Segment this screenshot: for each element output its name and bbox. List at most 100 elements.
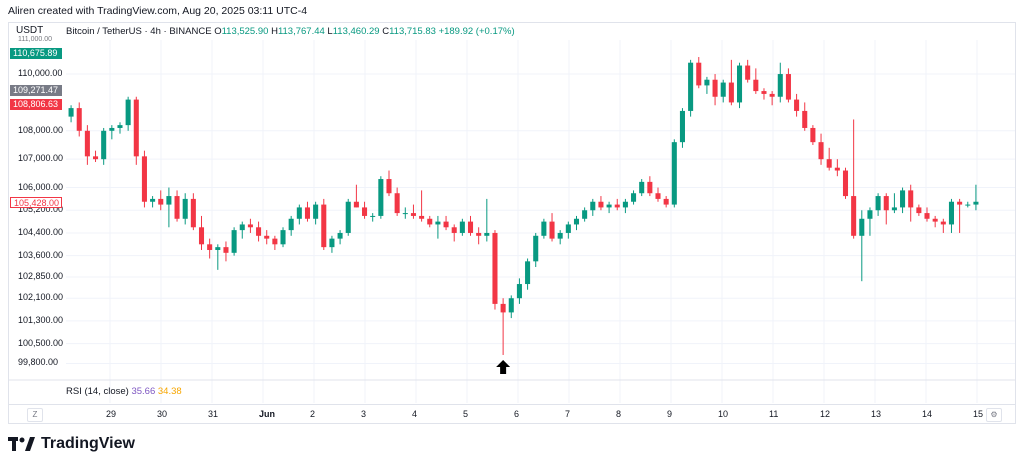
candle-body [655, 193, 661, 199]
candle-body [948, 201, 954, 225]
candle-body [296, 207, 302, 219]
candle-body [76, 108, 82, 131]
time-label: 13 [871, 409, 882, 419]
candle-body [842, 170, 849, 197]
symbol-legend[interactable]: Bitcoin / TetherUS · 4h · BINANCE O113,5… [66, 26, 515, 37]
candle-body [606, 204, 612, 208]
candle-body [353, 201, 359, 208]
candle-body [932, 218, 938, 222]
candles-group [68, 57, 979, 355]
candle-body [834, 167, 840, 171]
candle-body [631, 193, 637, 202]
time-label: 15 [973, 409, 984, 419]
time-label: 5 [463, 409, 469, 419]
candle-body [427, 218, 433, 225]
candle-body [207, 244, 213, 250]
candle-body [329, 238, 335, 248]
candle-body [190, 198, 196, 228]
candle-body [794, 99, 800, 111]
candle-body [321, 204, 327, 248]
candle-body [573, 218, 580, 225]
price-tick: 104,400.00 [18, 226, 64, 237]
candle-body [728, 82, 734, 103]
rsi-label: RSI (14, close) [66, 386, 129, 397]
candle-body [231, 230, 237, 253]
time-label: 3 [361, 409, 367, 419]
candle-body [696, 62, 702, 86]
candle-body [590, 201, 596, 211]
candle-body [582, 210, 588, 219]
price-tick: 110,000.00 [18, 68, 63, 79]
candle-body [304, 207, 311, 219]
candle-body [769, 93, 775, 97]
time-label: 2 [310, 409, 316, 419]
price-tick: 100,500.00 [18, 337, 64, 348]
candle-body [736, 65, 743, 103]
candle-body [239, 224, 245, 231]
candle-body [598, 201, 604, 208]
brand-name: TradingView [41, 435, 135, 452]
time-label: 14 [922, 409, 933, 419]
candle-body [125, 99, 131, 126]
candle-body [557, 232, 563, 239]
candle-body [158, 198, 164, 205]
candle-body [761, 91, 767, 94]
candle-body [84, 130, 90, 157]
candle-body [826, 159, 832, 168]
candle-body [908, 190, 914, 208]
candle-body [712, 79, 718, 97]
candle-body [370, 215, 376, 217]
currency-label: USDT [16, 25, 44, 36]
time-label: 4 [412, 409, 418, 419]
candle-body [141, 156, 147, 202]
settings-icon[interactable]: ⚙ [986, 408, 1002, 422]
tradingview-logo[interactable]: TradingView [8, 435, 135, 453]
candle-body [492, 232, 498, 304]
time-label: 8 [616, 409, 622, 419]
symbol-name[interactable]: Bitcoin / TetherUS · 4h · BINANCE [66, 26, 212, 37]
candle-body [973, 201, 979, 205]
candle-body [362, 207, 368, 216]
time-label: 29 [106, 409, 117, 419]
candle-body [345, 201, 351, 233]
candle-body [272, 238, 278, 245]
candle-body [419, 215, 425, 219]
tradingview-logo-icon [8, 437, 35, 451]
candle-body [704, 79, 710, 86]
close-value: 113,715.83 [389, 26, 436, 37]
rsi-legend[interactable]: RSI (14, close) 35.66 34.38 [66, 386, 182, 397]
low-label: L [327, 26, 333, 37]
candle-body [215, 247, 221, 250]
candle-body [900, 190, 906, 208]
candle-body [533, 235, 539, 262]
time-label: 7 [565, 409, 571, 419]
candle-body [802, 110, 808, 128]
candle-body [875, 196, 881, 211]
price-tick: 105,200.00 [18, 204, 64, 215]
candle-body [459, 221, 465, 233]
candle-body [916, 207, 922, 214]
candle-body [313, 204, 319, 219]
candle-body [256, 227, 262, 236]
candle-body [688, 62, 694, 111]
price-tick: 102,850.00 [18, 270, 64, 281]
candle-body [264, 235, 270, 239]
candle-body [883, 196, 889, 211]
chart-grid [9, 40, 1015, 403]
candle-body [68, 108, 74, 117]
candle-body [639, 181, 645, 194]
time-axis[interactable]: 29 30 31 Jun 2 3 4 5 6 7 8 9 10 11 12 13 14 15 [8, 404, 1016, 425]
candle-body [614, 204, 620, 208]
zoom-icon[interactable]: Z [27, 408, 43, 422]
arrow-up-icon [496, 360, 511, 374]
candle-body [867, 210, 873, 219]
price-tick-top: 111,000.00 [18, 36, 52, 43]
rsi-value: 35.66 [131, 386, 156, 397]
candle-body [720, 82, 726, 97]
candle-body [150, 198, 156, 202]
candle-body [785, 74, 791, 100]
candle-body [818, 142, 824, 160]
candle-body [745, 65, 751, 80]
candle-body [101, 130, 107, 160]
